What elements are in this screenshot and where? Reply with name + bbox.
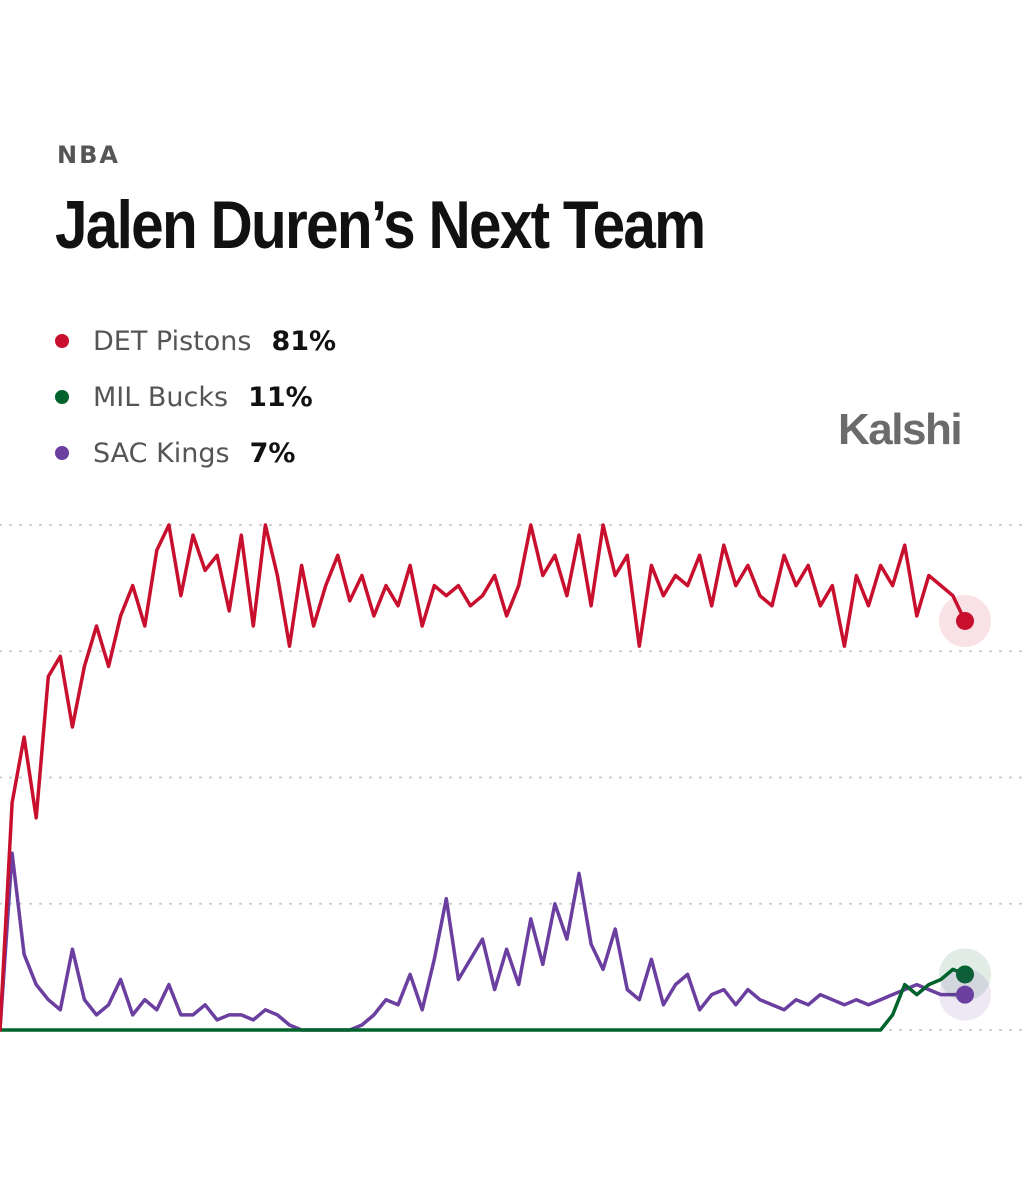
legend: DET Pistons 81% MIL Bucks 11% SAC Kings … bbox=[55, 313, 336, 481]
legend-value: 7% bbox=[249, 437, 296, 469]
series-line-det-pistons bbox=[0, 523, 967, 1032]
legend-value: 11% bbox=[248, 381, 313, 413]
series-end-markers bbox=[939, 594, 991, 1021]
end-marker-det-pistons bbox=[956, 611, 974, 630]
legend-item-det: DET Pistons 81% bbox=[55, 313, 336, 369]
legend-value: 81% bbox=[271, 325, 337, 357]
legend-name: DET Pistons bbox=[93, 325, 252, 357]
legend-item-sac: SAC Kings 7% bbox=[55, 425, 336, 481]
end-marker-mil-bucks bbox=[956, 965, 974, 984]
brand-logo: Kalshi bbox=[838, 405, 963, 454]
series-line-sac-kings bbox=[0, 851, 967, 1032]
legend-dot-icon bbox=[55, 334, 69, 348]
series-lines bbox=[0, 523, 967, 1032]
end-marker-sac-kings bbox=[956, 985, 974, 1004]
page-title: Jalen Duren’s Next Team bbox=[55, 187, 706, 263]
legend-dot-icon bbox=[55, 390, 69, 404]
legend-name: MIL Bucks bbox=[93, 381, 229, 413]
category-label: NBA bbox=[57, 141, 120, 169]
legend-item-mil: MIL Bucks 11% bbox=[55, 369, 336, 425]
legend-dot-icon bbox=[55, 446, 69, 460]
series-line-mil-bucks bbox=[0, 967, 967, 1032]
line-chart bbox=[0, 523, 1024, 1032]
legend-name: SAC Kings bbox=[93, 437, 230, 469]
